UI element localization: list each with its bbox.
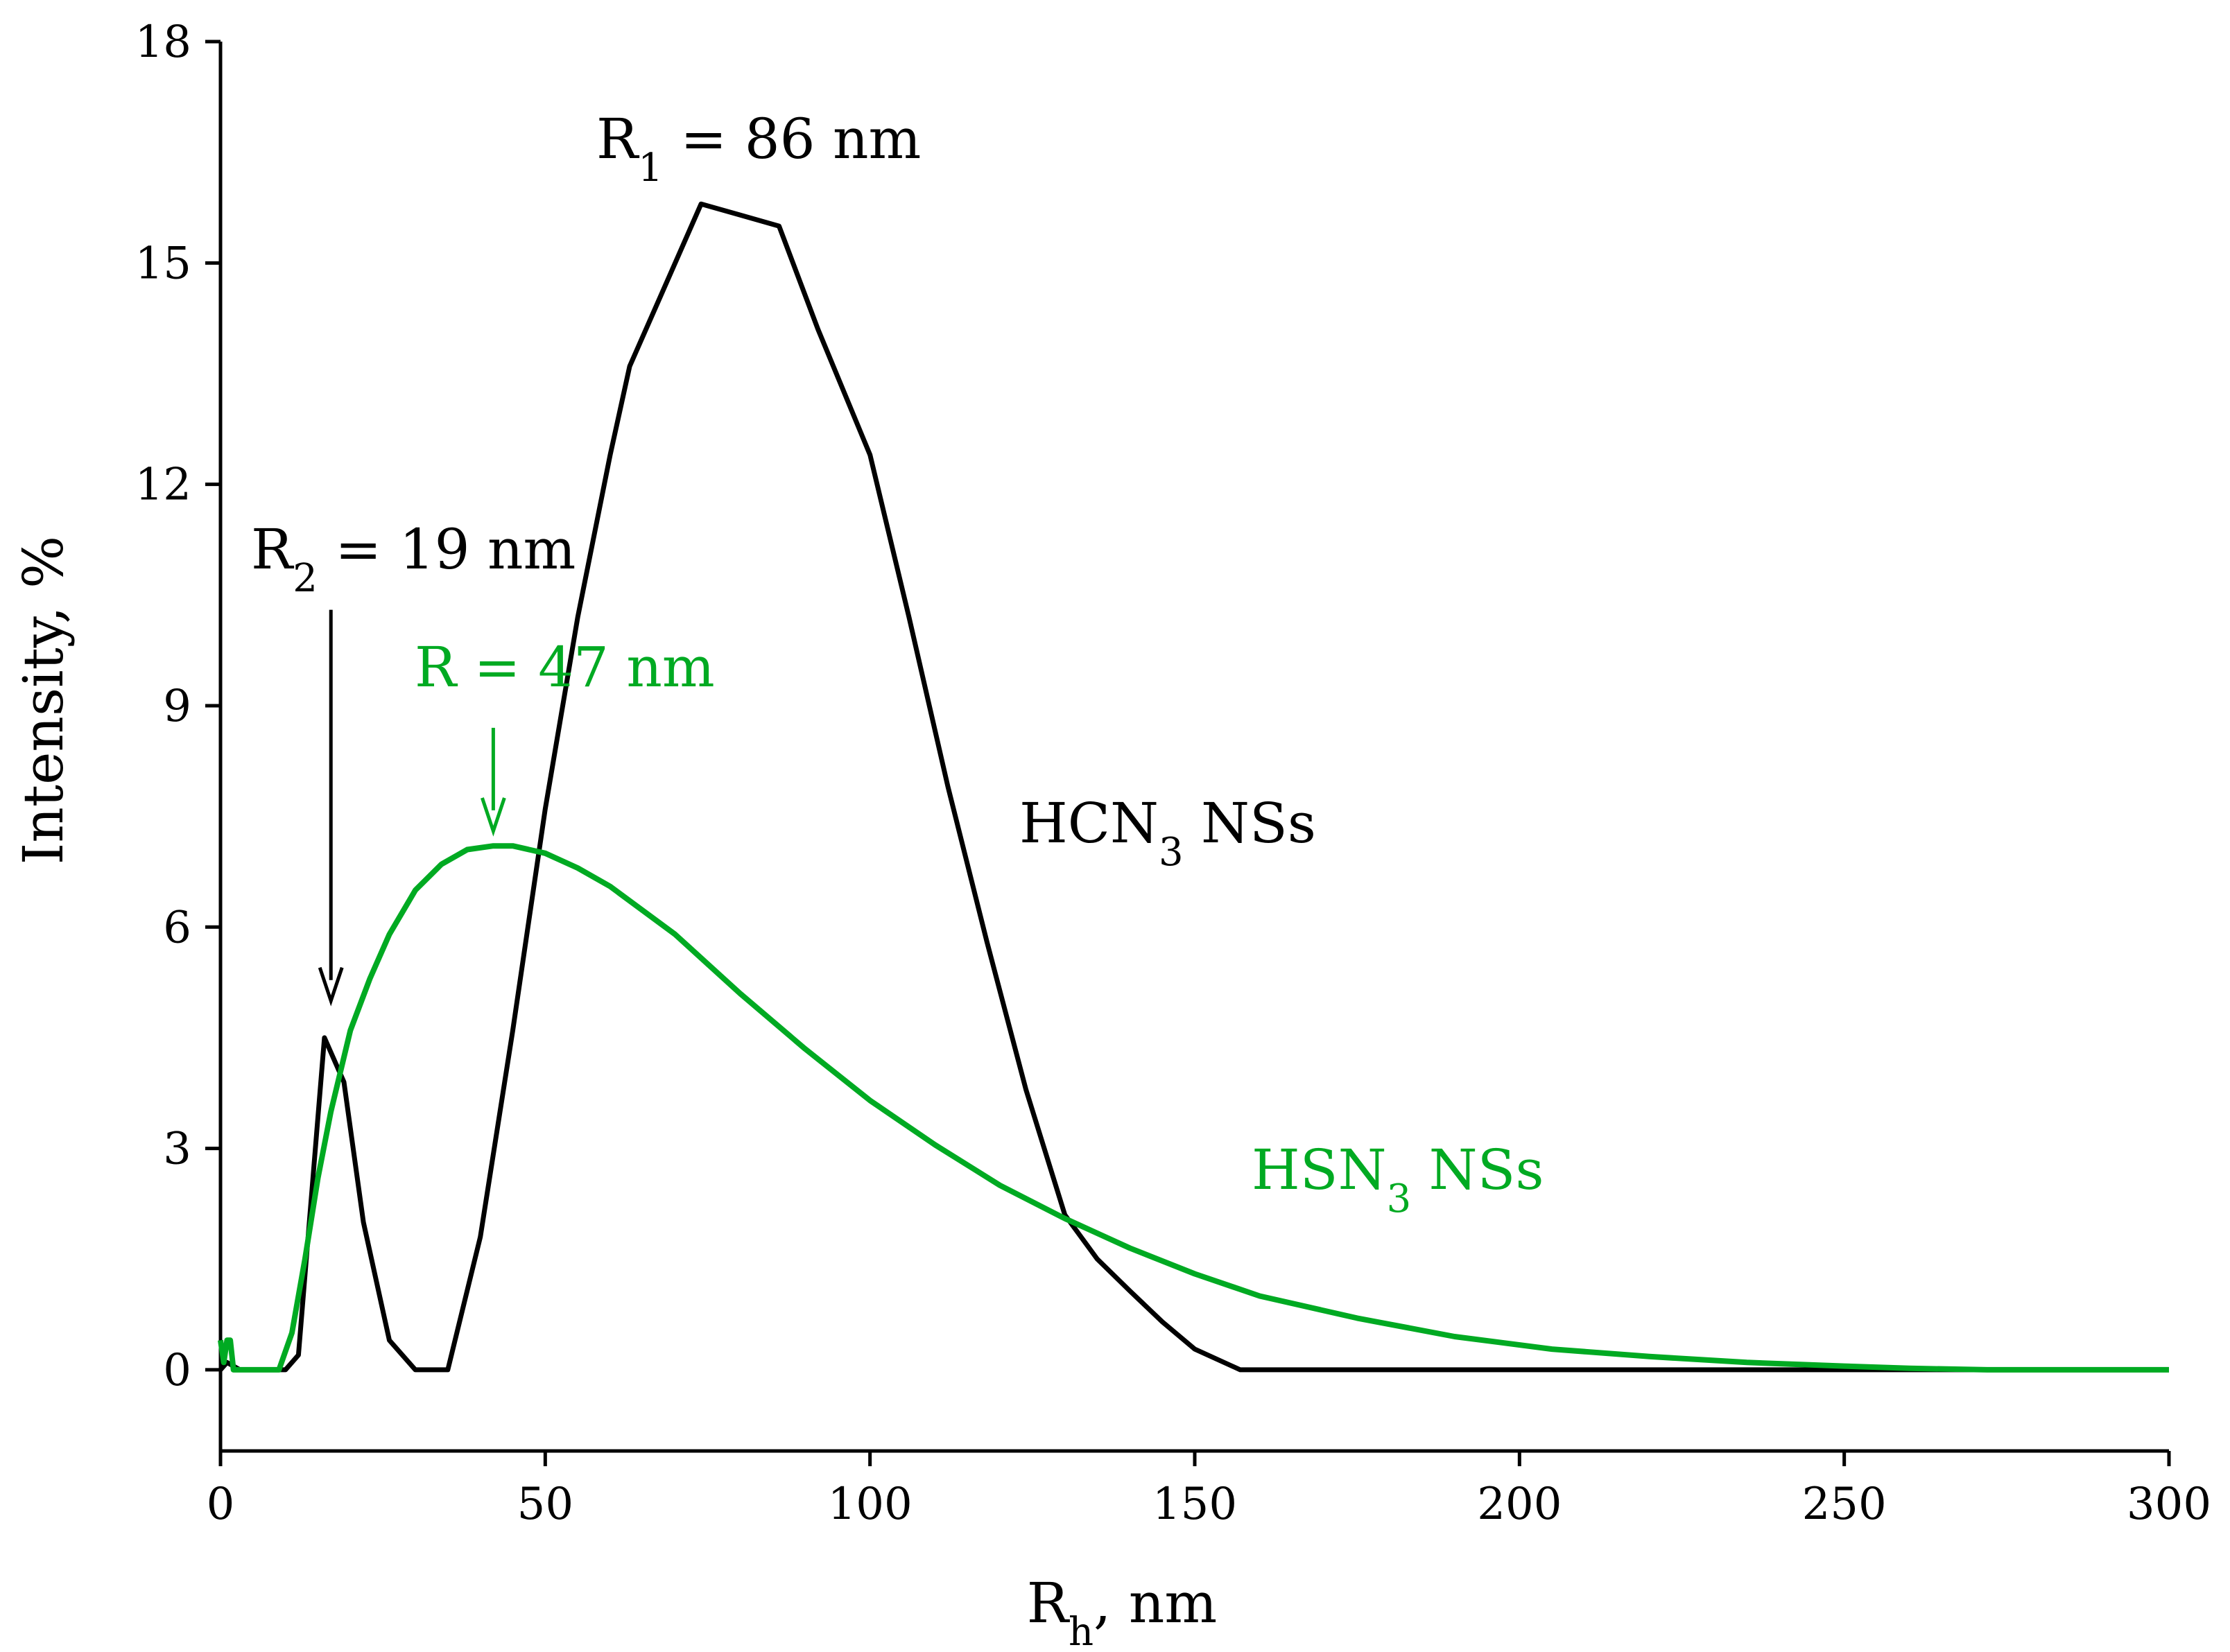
r2-arrow xyxy=(318,609,344,1007)
y-axis-title: Intensity, % xyxy=(11,536,76,864)
series-line-hcn3-nss xyxy=(218,201,2169,1373)
legend-label-hsn3: HSN3 NSs xyxy=(1252,1138,1544,1221)
y-tick-label: 18 xyxy=(135,17,191,68)
x-tick-label: 50 xyxy=(517,1479,573,1530)
x-tick-label: 250 xyxy=(1802,1479,1887,1530)
x-axis-title: Rh, nm xyxy=(1027,1571,1218,1652)
x-tick-label: 0 xyxy=(207,1479,235,1530)
series-line-hsn3-nss xyxy=(218,843,2169,1373)
y-axis-ticks: 0 3 6 9 12 15 18 xyxy=(135,17,221,1396)
x-tick-label: 300 xyxy=(2127,1479,2211,1530)
x-axis-ticks: 0 50 100 150 200 250 300 xyxy=(207,1451,2211,1530)
series-layer xyxy=(218,201,2169,1373)
annotation-r1: R1 = 86 nm xyxy=(596,107,921,191)
x-tick-label: 200 xyxy=(1477,1479,1562,1530)
y-tick-label: 3 xyxy=(163,1124,191,1175)
r-arrow xyxy=(481,727,506,837)
annotation-r: R = 47 nm xyxy=(415,635,715,699)
y-tick-label: 15 xyxy=(135,238,191,289)
y-tick-label: 0 xyxy=(163,1345,191,1396)
y-tick-label: 6 xyxy=(163,902,191,953)
plot-area: 0 50 100 150 200 250 300 0 3 6 9 12 15 18 xyxy=(135,17,2212,1530)
arrow-layer xyxy=(318,609,506,1007)
annotation-r2: R2 = 19 nm xyxy=(251,517,576,601)
y-tick-label: 12 xyxy=(135,460,191,511)
y-tick-label: 9 xyxy=(163,681,191,732)
legend-label-hcn3: HCN3 NSs xyxy=(1019,791,1316,875)
x-tick-label: 100 xyxy=(828,1479,913,1530)
x-tick-label: 150 xyxy=(1152,1479,1237,1530)
